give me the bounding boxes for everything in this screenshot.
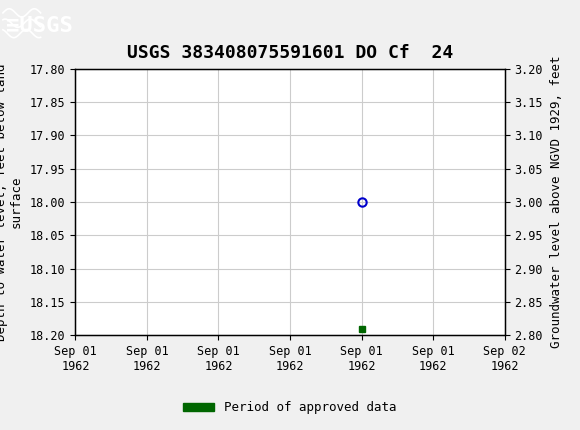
Y-axis label: Groundwater level above NGVD 1929, feet: Groundwater level above NGVD 1929, feet [550,56,563,348]
Y-axis label: Depth to water level, feet below land
surface: Depth to water level, feet below land su… [0,63,23,341]
Text: ≡USGS: ≡USGS [6,16,72,36]
Title: USGS 383408075591601 DO Cf  24: USGS 383408075591601 DO Cf 24 [127,44,453,61]
Legend: Period of approved data: Period of approved data [178,396,402,419]
